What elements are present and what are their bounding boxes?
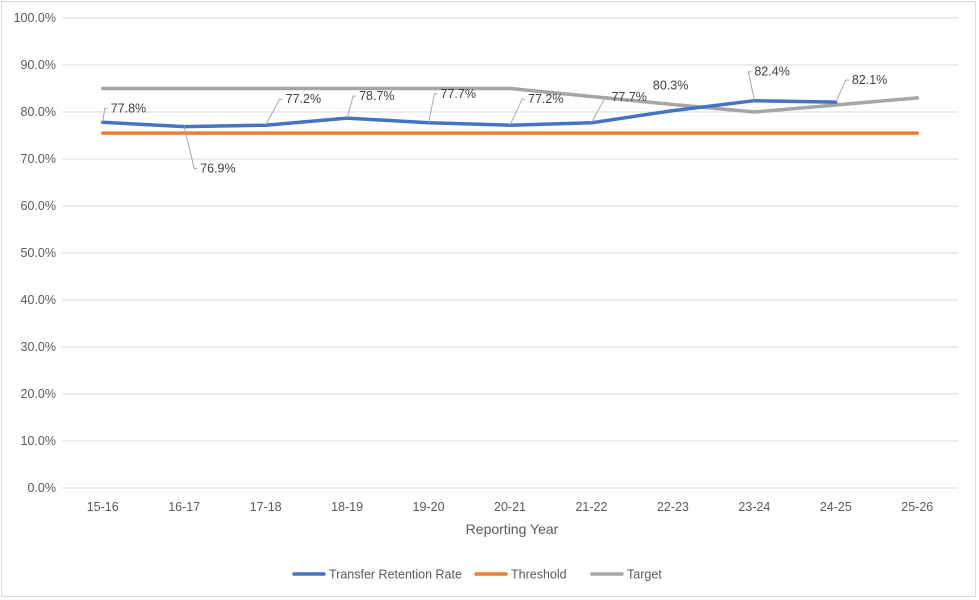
series-lines: [100, 86, 920, 135]
data-label: 82.1%: [852, 73, 887, 87]
x-tick-label: 16-17: [168, 500, 200, 514]
legend-label: Threshold: [511, 568, 567, 582]
y-tick-label: 60.0%: [21, 199, 56, 213]
y-tick-label: 80.0%: [21, 105, 56, 119]
data-label: 77.8%: [111, 101, 146, 115]
x-tick-label: 17-18: [250, 500, 282, 514]
data-label: 82.4%: [754, 65, 789, 79]
data-labels: 77.8% 76.9% 77.2% 78.7% 77.7% 77.2% 77.7% 80.3%…: [102, 65, 887, 176]
data-label-leader: [102, 107, 108, 123]
y-tick-label: 20.0%: [21, 387, 56, 401]
x-axis-title: Reporting Year: [466, 521, 559, 537]
y-tick-label: 50.0%: [21, 246, 56, 260]
x-tick-label: 22-23: [657, 500, 689, 514]
y-tick-label: 70.0%: [21, 152, 56, 166]
data-label: 77.7%: [611, 90, 646, 104]
data-label-leader: [346, 95, 357, 119]
x-tick-label: 18-19: [331, 500, 363, 514]
series-line-target: [100, 86, 920, 114]
y-tick-label: 30.0%: [21, 340, 56, 354]
y-tick-label: 10.0%: [21, 434, 56, 448]
x-tick-label: 20-21: [494, 500, 526, 514]
y-axis-ticks: 0.0% 10.0% 20.0% 30.0% 40.0% 50.0% 60.0% 70.0% 8…: [14, 11, 56, 495]
data-label: 77.2%: [286, 92, 321, 106]
gridlines: [62, 17, 958, 489]
data-label: 77.2%: [528, 92, 563, 106]
legend: Transfer Retention Rate Threshold Target: [292, 568, 662, 582]
x-tick-label: 19-20: [413, 500, 445, 514]
series-line-transfer-retention-rate: [100, 98, 838, 129]
data-label-leader: [509, 98, 525, 126]
x-axis-ticks: 15-16 16-17 17-18 18-19 19-20 20-21 21-22 22-23…: [87, 500, 934, 514]
x-tick-label: 15-16: [87, 500, 119, 514]
data-label: 78.7%: [359, 89, 394, 103]
legend-label: Target: [627, 568, 662, 582]
data-label-leader: [835, 79, 849, 103]
x-tick-label: 24-25: [820, 500, 852, 514]
data-label-leader: [428, 93, 438, 123]
data-label-leader: [265, 98, 283, 126]
data-label-leader: [747, 71, 755, 101]
x-tick-label: 23-24: [738, 500, 770, 514]
y-tick-label: 0.0%: [28, 481, 57, 495]
y-tick-label: 100.0%: [14, 11, 56, 25]
legend-label: Transfer Retention Rate: [329, 568, 462, 582]
data-label: 80.3%: [653, 79, 688, 93]
data-label: 76.9%: [200, 162, 235, 176]
data-label-leader: [183, 126, 198, 170]
y-tick-label: 40.0%: [21, 293, 56, 307]
x-tick-label: 25-26: [901, 500, 933, 514]
data-label: 77.7%: [441, 87, 476, 101]
x-tick-label: 21-22: [575, 500, 607, 514]
data-label-leader: [591, 96, 609, 124]
y-tick-label: 90.0%: [21, 58, 56, 72]
